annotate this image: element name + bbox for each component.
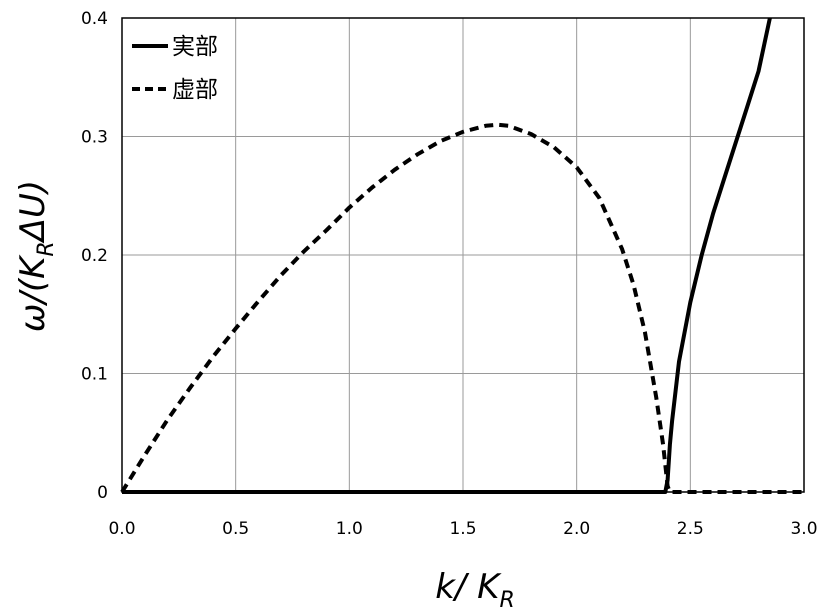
x-axis-title-sub: R bbox=[499, 588, 514, 613]
x-axis-title-main: k/ K bbox=[435, 567, 502, 607]
x-tick-label: 0.5 bbox=[222, 519, 249, 539]
x-tick-label: 2.0 bbox=[563, 519, 590, 539]
y-axis-title: ω/(KRΔU) bbox=[13, 180, 59, 332]
legend-label-real: 実部 bbox=[172, 34, 218, 60]
legend: 実部 虚部 bbox=[132, 34, 218, 103]
x-tick-label: 2.5 bbox=[677, 519, 704, 539]
y-tick-label: 0.4 bbox=[81, 9, 108, 29]
x-tick-label: 0.0 bbox=[108, 519, 135, 539]
y-tick-label: 0.2 bbox=[81, 246, 108, 266]
y-tick-label: 0 bbox=[97, 483, 108, 503]
series-layer bbox=[120, 17, 804, 494]
y-tick-label: 0.3 bbox=[81, 128, 108, 148]
x-tick-labels: 0.0 0.5 1.0 1.5 2.0 2.5 3.0 bbox=[108, 519, 817, 539]
series-line-real bbox=[122, 17, 772, 494]
y-axis-title-pre: ω/(K bbox=[13, 254, 53, 332]
series-line-imag bbox=[120, 122, 804, 494]
x-tick-label: 3.0 bbox=[790, 519, 817, 539]
y-tick-label: 0.1 bbox=[81, 365, 108, 385]
y-tick-labels: 0 0.1 0.2 0.3 0.4 bbox=[81, 9, 108, 503]
y-axis-title-sub: R bbox=[34, 241, 59, 256]
x-tick-label: 1.0 bbox=[336, 519, 363, 539]
x-tick-label: 1.5 bbox=[449, 519, 476, 539]
y-axis-title-post: ΔU) bbox=[13, 180, 53, 244]
x-axis-title: k/ KR bbox=[435, 567, 515, 613]
legend-label-imag: 虚部 bbox=[172, 77, 218, 103]
